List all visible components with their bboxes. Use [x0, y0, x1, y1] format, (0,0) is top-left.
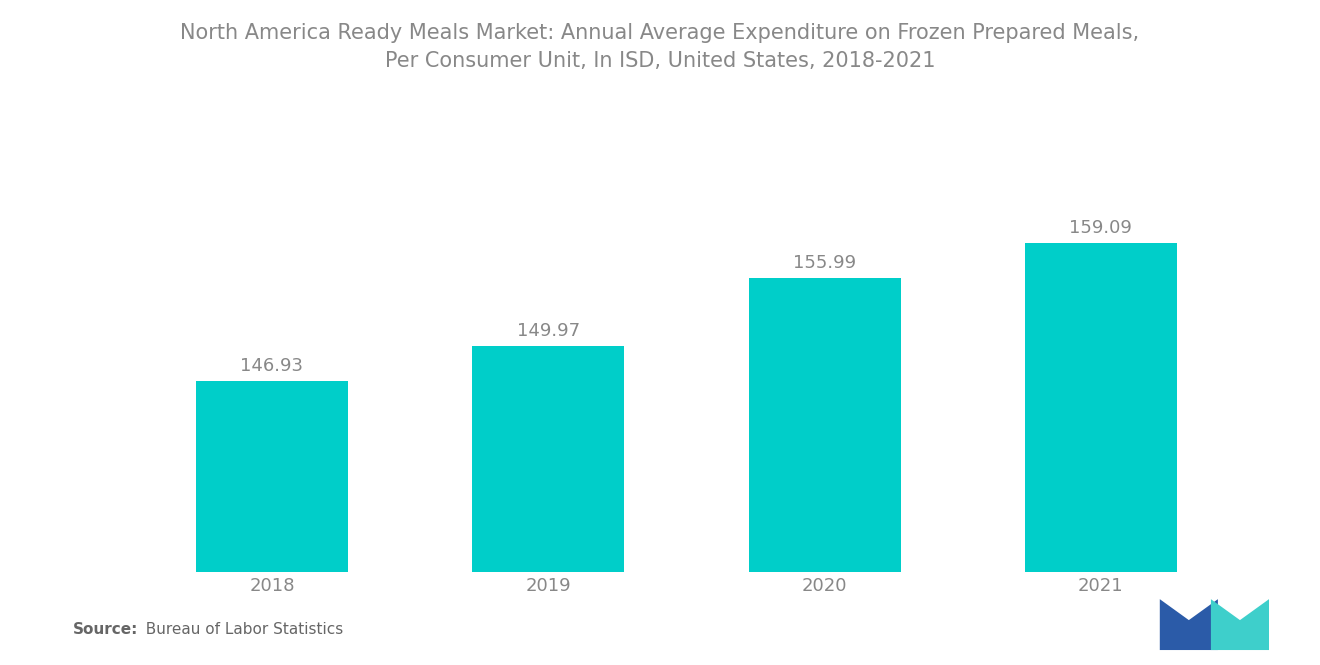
Text: 159.09: 159.09 — [1069, 219, 1133, 237]
Polygon shape — [1160, 599, 1218, 650]
Text: 155.99: 155.99 — [793, 255, 857, 273]
Bar — [195, 380, 348, 572]
Bar — [473, 346, 624, 572]
Text: Bureau of Labor Statistics: Bureau of Labor Statistics — [136, 622, 343, 637]
Text: 146.93: 146.93 — [240, 357, 304, 375]
Bar — [1024, 243, 1177, 572]
Text: 149.97: 149.97 — [516, 323, 579, 340]
Text: North America Ready Meals Market: Annual Average Expenditure on Frozen Prepared : North America Ready Meals Market: Annual… — [181, 23, 1139, 71]
Polygon shape — [1210, 599, 1269, 650]
Text: Source:: Source: — [73, 622, 139, 637]
Bar — [748, 278, 900, 572]
